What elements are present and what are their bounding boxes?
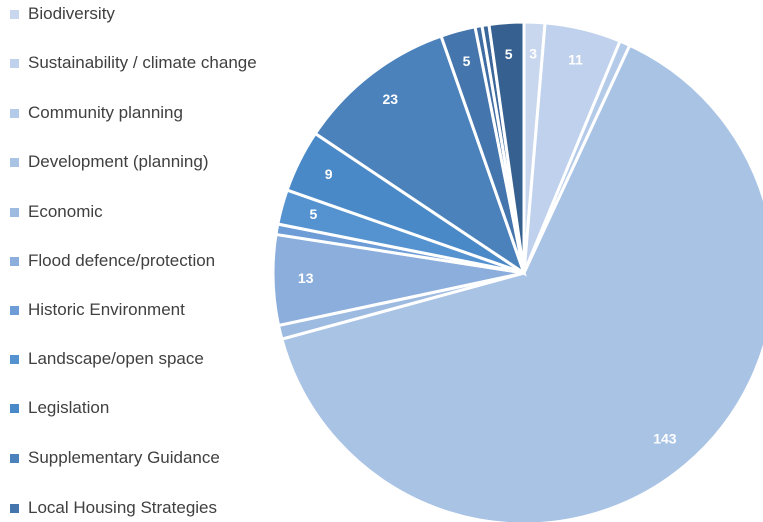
legend-swatch xyxy=(10,257,19,266)
legend-entry: Sustainability / climate change xyxy=(10,53,263,73)
legend-swatch xyxy=(10,10,19,19)
legend-swatch xyxy=(10,404,19,413)
legend-label: Landscape/open space xyxy=(28,349,204,368)
data-label: 3 xyxy=(529,46,537,62)
pie-slice xyxy=(280,43,763,522)
legend-label: Local Housing Strategies xyxy=(28,498,218,517)
legend-label: Supplementary Guidance xyxy=(28,448,220,467)
legend-swatch xyxy=(10,454,19,463)
legend-entry: Biodiversity xyxy=(10,4,263,24)
pie-slice xyxy=(313,34,527,277)
legend-entry: Development (planning) xyxy=(10,152,263,172)
legend-swatch xyxy=(10,504,19,513)
legend-entry: Local Housing Strategies xyxy=(10,498,263,518)
legend-label: Sustainability / climate change xyxy=(28,53,257,72)
legend-swatch xyxy=(10,306,19,315)
data-label: 5 xyxy=(505,46,513,62)
data-label: 143 xyxy=(653,431,677,447)
legend-entry: Supplementary Guidance xyxy=(10,448,263,468)
legend-entry: Landscape/open space xyxy=(10,349,263,369)
data-label: 13 xyxy=(298,270,314,286)
legend-entry: Economic xyxy=(10,202,263,222)
data-label: 11 xyxy=(568,52,583,68)
legend-swatch xyxy=(10,109,19,118)
data-label: 5 xyxy=(309,206,317,222)
legend-entry: Historic Environment xyxy=(10,300,263,320)
data-label: 5 xyxy=(463,53,471,69)
legend-swatch xyxy=(10,208,19,217)
legend-swatch xyxy=(10,355,19,364)
pie-slice xyxy=(487,20,526,274)
legend-label: Community planning xyxy=(28,103,183,122)
legend-label: Historic Environment xyxy=(28,300,185,319)
legend-label: Development (planning) xyxy=(28,152,209,171)
legend-label: Legislation xyxy=(28,398,110,417)
legend-label: Biodiversity xyxy=(28,4,115,23)
legend-entry: Legislation xyxy=(10,398,263,418)
data-label: 9 xyxy=(325,166,333,182)
legend-swatch xyxy=(10,59,19,68)
data-label: 23 xyxy=(382,91,398,107)
legend-swatch xyxy=(10,158,19,167)
legend-label: Economic xyxy=(28,202,103,221)
legend-entry: Community planning xyxy=(10,103,263,123)
legend-label: Flood defence/protection xyxy=(28,251,216,270)
legend-entry: Flood defence/protection xyxy=(10,251,263,271)
